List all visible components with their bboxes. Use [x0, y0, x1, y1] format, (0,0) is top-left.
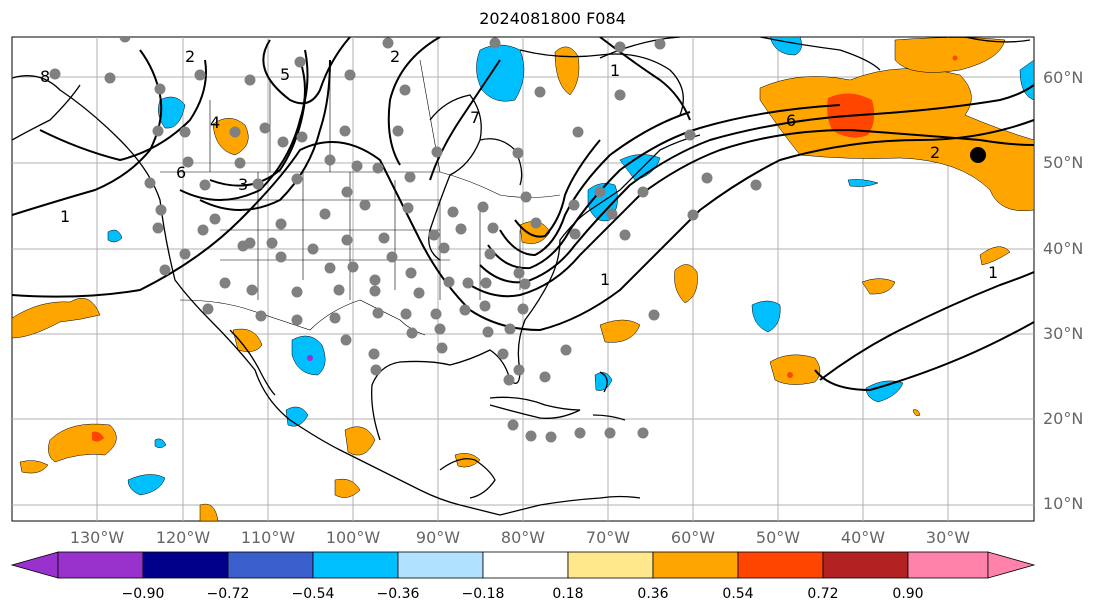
colorbar-swatch — [57, 551, 144, 579]
colorbar-tick: −0.90 — [121, 586, 165, 602]
contour-label: 1 — [600, 270, 610, 289]
colorbar-swatch — [397, 551, 484, 579]
lon-label: 40°W — [840, 528, 886, 547]
lon-label: 120°W — [155, 528, 211, 547]
contour-label: 2 — [390, 47, 400, 66]
colorbar-swatch — [567, 551, 654, 579]
lat-label: 40°N — [1043, 239, 1084, 258]
contour-label: 8 — [40, 67, 50, 86]
lon-label: 60°W — [670, 528, 716, 547]
colorbar-swatch — [907, 551, 989, 579]
colorbar-swatch — [142, 551, 229, 579]
lon-label: 130°W — [69, 528, 125, 547]
contour-label: 1 — [988, 263, 998, 282]
contour-label: 3 — [238, 175, 248, 194]
colorbar-tick: 0.18 — [552, 586, 584, 602]
contour-label: 7 — [470, 108, 480, 127]
contour-label: 6 — [786, 111, 796, 130]
highlight-marker — [970, 147, 986, 163]
contour-label: 2 — [930, 143, 940, 162]
lon-label: 50°W — [755, 528, 801, 547]
contour-label: 2 — [185, 47, 195, 66]
colorbar-swatch — [822, 551, 909, 579]
colorbar-tick: 0.36 — [637, 586, 669, 602]
station-markers — [49, 37, 762, 443]
colorbar-tick: −0.36 — [376, 586, 420, 602]
colorbar-tick: −0.54 — [291, 586, 335, 602]
contour-label: 6 — [176, 163, 186, 182]
colorbar-swatch — [987, 551, 1036, 579]
colorbar-swatch — [10, 551, 59, 579]
lat-label: 60°N — [1043, 68, 1084, 87]
lat-label: 30°N — [1043, 324, 1084, 343]
map-title: 2024081800 F084 — [479, 9, 626, 28]
lon-label: 30°W — [925, 528, 971, 547]
colorbar-swatch — [737, 551, 824, 579]
colorbar-swatch — [227, 551, 314, 579]
colorbar-swatch — [482, 551, 569, 579]
colorbar-tick: 0.72 — [807, 586, 839, 602]
lat-label: 10°N — [1043, 494, 1084, 513]
colorbar — [10, 551, 1036, 579]
political-borders — [160, 59, 561, 336]
contour-label: 4 — [210, 113, 220, 132]
colorbar-tick: −0.18 — [461, 586, 505, 602]
lon-label: 80°W — [500, 528, 546, 547]
contour-label: 5 — [280, 65, 290, 84]
lat-label: 50°N — [1043, 153, 1084, 172]
lat-label: 20°N — [1043, 409, 1084, 428]
lon-label: 100°W — [325, 528, 381, 547]
lon-label: 70°W — [585, 528, 631, 547]
contour-label: 1 — [610, 61, 620, 80]
colorbar-tick: −0.72 — [206, 586, 250, 602]
deep-negative-shading — [307, 355, 313, 361]
colorbar-swatch — [312, 551, 399, 579]
colorbar-tick: 0.54 — [722, 586, 754, 602]
colorbar-swatch — [652, 551, 739, 579]
lon-label: 90°W — [415, 528, 461, 547]
contour-label: 1 — [60, 207, 70, 226]
lon-label: 110°W — [240, 528, 296, 547]
colorbar-tick: 0.90 — [892, 586, 924, 602]
contour-label-group: 1 2 3 4 5 6 7 8 1 2 6 1 2 1 — [40, 47, 998, 289]
